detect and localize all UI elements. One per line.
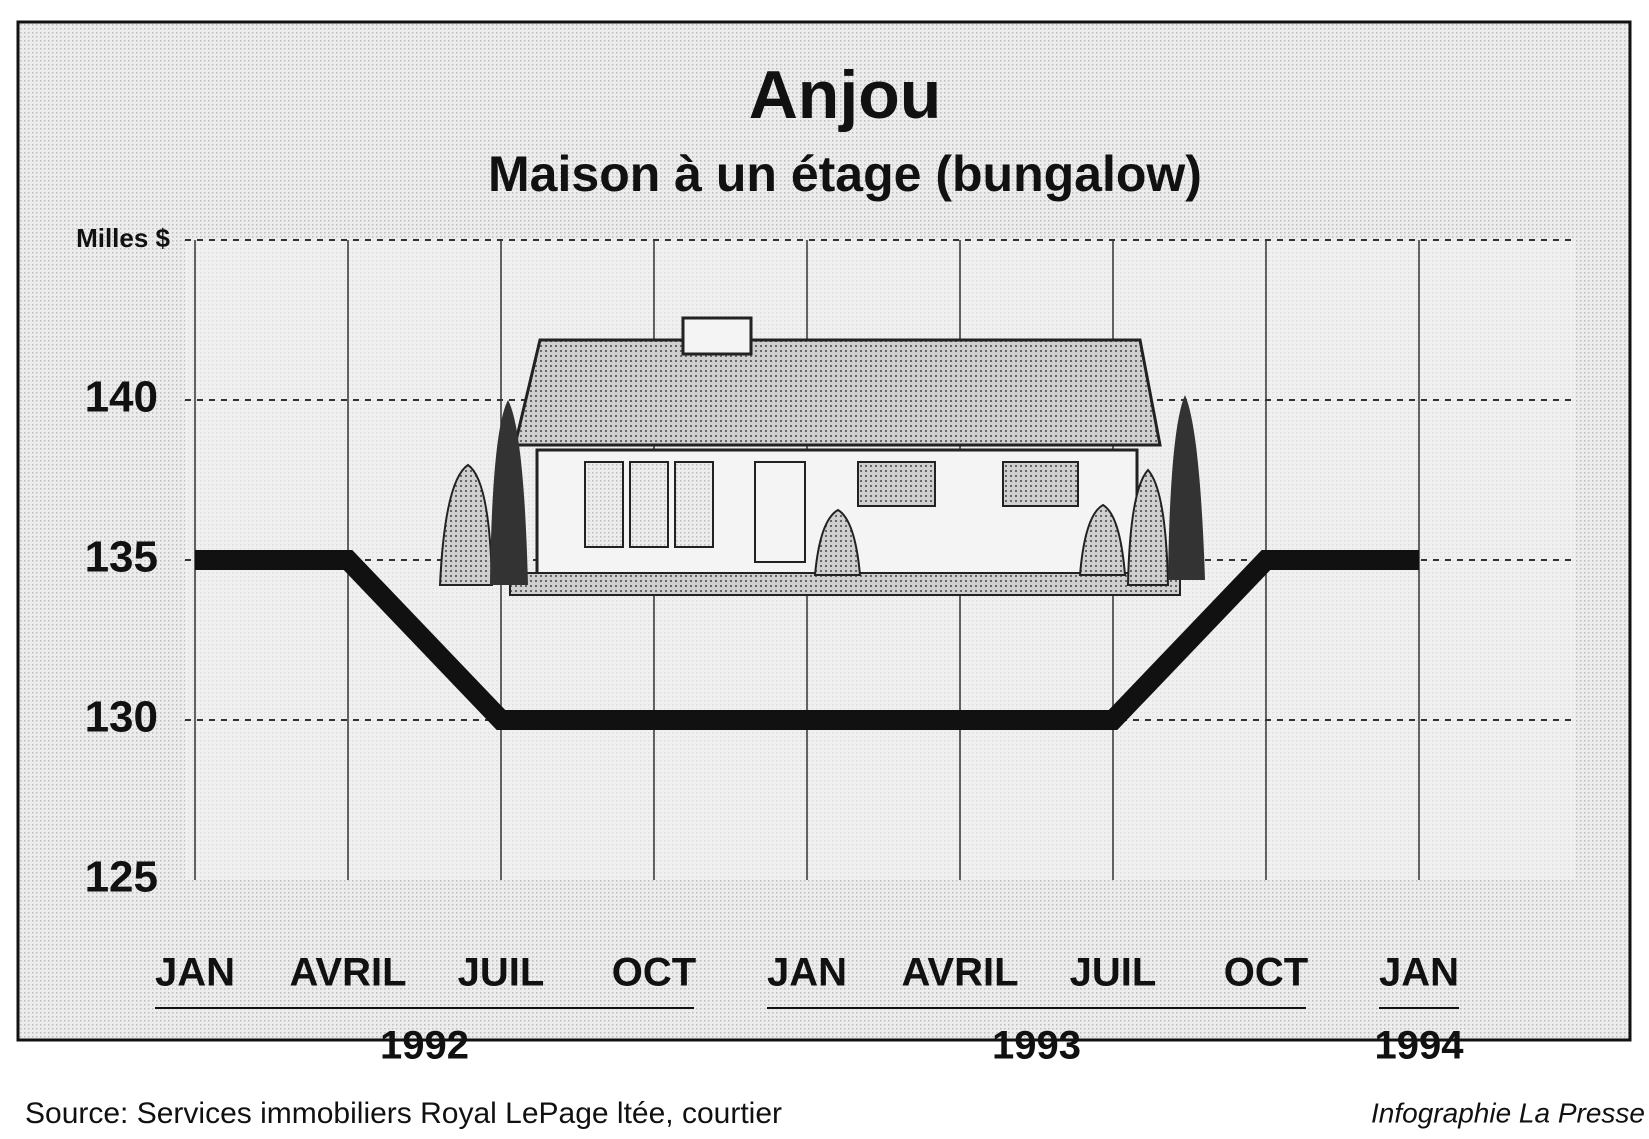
x-tick-label: JAN <box>155 951 235 995</box>
x-tick-label: AVRIL <box>289 951 406 995</box>
x-tick-label: JAN <box>767 951 847 995</box>
x-tick-label: OCT <box>1224 951 1308 995</box>
y-tick-label: 140 <box>85 373 158 422</box>
y-tick-label: Milles $ <box>76 223 170 253</box>
credit-note: Infographie La Presse <box>1371 1097 1645 1128</box>
y-tick-label: 130 <box>85 693 158 742</box>
y-tick-label: 135 <box>85 533 158 582</box>
chart: Anjou Maison à un étage (bungalow) Sourc… <box>0 0 1649 1139</box>
source-note: Source: Services immobiliers Royal LePag… <box>25 1097 782 1130</box>
y-tick-label: 125 <box>85 853 158 902</box>
x-tick-label: JAN <box>1379 951 1459 995</box>
chart-subtitle: Maison à un étage (bungalow) <box>488 146 1202 202</box>
x-tick-label: OCT <box>612 951 696 995</box>
chart-title: Anjou <box>749 57 942 133</box>
x-tick-label: JUIL <box>1070 951 1157 995</box>
year-label: 1994 <box>1375 1024 1465 1068</box>
year-label: 1992 <box>380 1024 469 1068</box>
x-tick-label: AVRIL <box>901 951 1018 995</box>
house-illustration <box>440 318 1205 595</box>
x-tick-label: JUIL <box>458 951 545 995</box>
year-label: 1993 <box>992 1024 1081 1068</box>
